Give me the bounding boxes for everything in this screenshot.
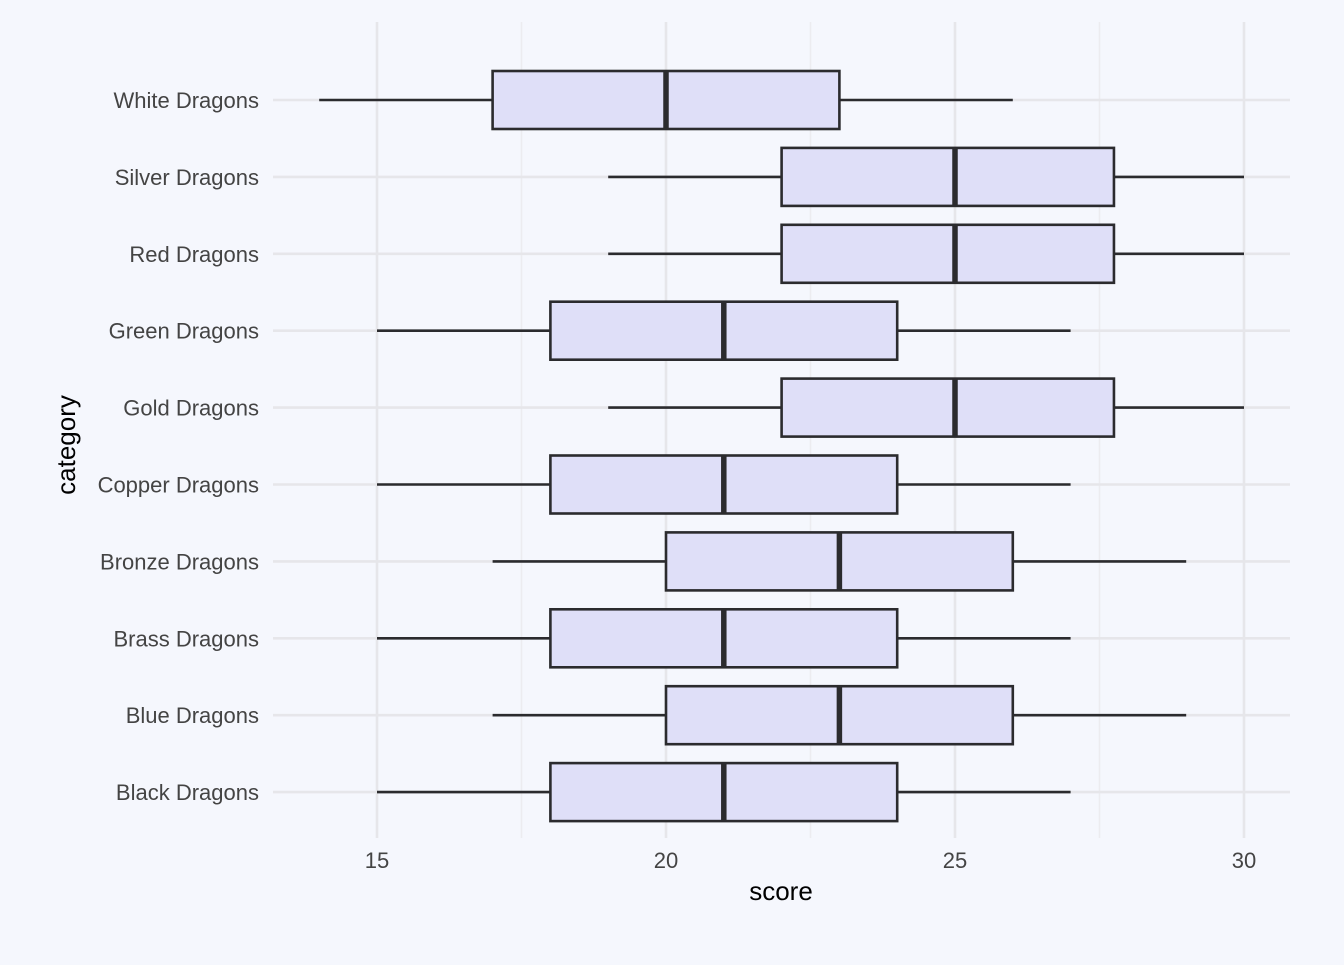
box-group <box>608 377 1244 438</box>
y-tick-label: Blue Dragons <box>126 703 259 728</box>
box-group <box>608 146 1244 208</box>
box-group <box>377 454 1071 515</box>
y-tick-label: Brass Dragons <box>113 626 259 651</box>
x-axis-title: score <box>749 876 813 906</box>
y-axis-title: category <box>51 395 81 495</box>
iqr-box <box>780 146 1116 208</box>
box-layer <box>319 69 1244 823</box>
y-tick-label: Black Dragons <box>116 780 259 805</box>
box-group <box>377 300 1071 362</box>
y-tick-label: Bronze Dragons <box>100 549 259 574</box>
box-group <box>377 607 1071 669</box>
iqr-box <box>780 223 1116 285</box>
y-tick-label: Copper Dragons <box>98 473 259 498</box>
y-tick-label: Red Dragons <box>129 242 259 267</box>
y-tick-label: Green Dragons <box>109 319 259 344</box>
x-axis-tick-labels: 15 20 25 30 <box>365 848 1256 873</box>
y-tick-label: White Dragons <box>113 88 259 113</box>
x-tick-label: 30 <box>1232 848 1256 873</box>
box-group <box>492 531 1187 592</box>
y-tick-label: Silver Dragons <box>115 165 259 190</box>
box-group <box>492 684 1187 746</box>
box-group <box>377 761 1071 823</box>
iqr-box <box>780 377 1116 438</box>
x-tick-label: 20 <box>654 848 678 873</box>
box-group <box>319 69 1013 131</box>
box-group <box>608 223 1244 285</box>
x-tick-label: 15 <box>365 848 389 873</box>
x-tick-label: 25 <box>943 848 967 873</box>
y-tick-label: Gold Dragons <box>123 396 259 421</box>
y-axis-tick-labels: Black Dragons Blue Dragons Brass Dragons Br… <box>98 88 259 805</box>
